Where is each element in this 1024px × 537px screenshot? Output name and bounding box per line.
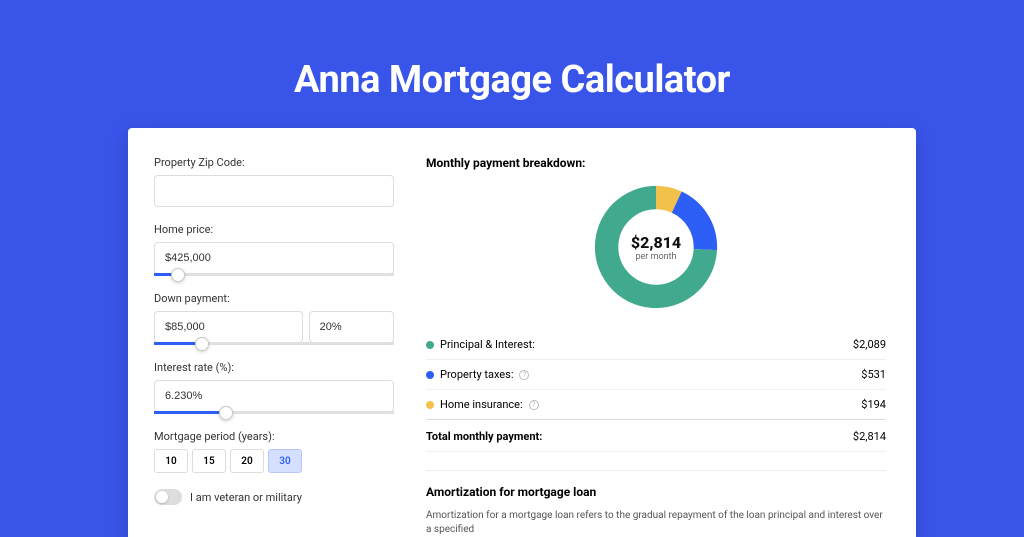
veteran-toggle[interactable] <box>154 489 182 505</box>
legend-row-principal: Principal & Interest: $2,089 <box>426 330 886 360</box>
inputs-column: Property Zip Code: Home price: Down paym… <box>154 156 394 537</box>
calculator-panel: Property Zip Code: Home price: Down paym… <box>128 128 916 537</box>
period-group: Mortgage period (years): 10152030 <box>154 430 394 473</box>
home-price-input[interactable] <box>154 242 394 274</box>
info-icon[interactable]: ? <box>519 370 529 380</box>
donut-wrap: $2,814 per month <box>426 182 886 312</box>
amortization-body: Amortization for a mortgage loan refers … <box>426 509 886 537</box>
zip-group: Property Zip Code: <box>154 156 394 207</box>
down-payment-slider[interactable] <box>154 342 394 345</box>
zip-label: Property Zip Code: <box>154 156 394 169</box>
total-row: Total monthly payment: $2,814 <box>426 419 886 452</box>
donut-amount: $2,814 <box>631 233 681 252</box>
period-option-20[interactable]: 20 <box>230 449 264 473</box>
legend-dot-principal <box>426 341 434 349</box>
legend-value-insurance: $194 <box>861 398 886 411</box>
amortization-section: Amortization for mortgage loan Amortizat… <box>426 470 886 537</box>
interest-group: Interest rate (%): <box>154 361 394 414</box>
down-payment-input[interactable] <box>154 311 303 343</box>
donut-sub: per month <box>635 252 676 262</box>
legend-label-principal: Principal & Interest: <box>440 338 535 351</box>
legend-dot-taxes <box>426 371 434 379</box>
amortization-title: Amortization for mortgage loan <box>426 485 886 499</box>
legend-label-taxes: Property taxes: <box>440 368 513 381</box>
period-label: Mortgage period (years): <box>154 430 394 443</box>
slider-thumb[interactable] <box>219 406 233 420</box>
legend-value-taxes: $531 <box>861 368 886 381</box>
veteran-label: I am veteran or military <box>190 491 302 504</box>
period-option-10[interactable]: 10 <box>154 449 188 473</box>
legend-value-principal: $2,089 <box>853 338 886 351</box>
legend-label-insurance: Home insurance: <box>440 398 523 411</box>
slider-thumb[interactable] <box>195 337 209 351</box>
period-option-30[interactable]: 30 <box>268 449 302 473</box>
breakdown-column: Monthly payment breakdown: $2,814 per mo… <box>426 156 886 537</box>
down-payment-group: Down payment: <box>154 292 394 345</box>
home-price-label: Home price: <box>154 223 394 236</box>
down-payment-label: Down payment: <box>154 292 394 305</box>
interest-label: Interest rate (%): <box>154 361 394 374</box>
period-option-15[interactable]: 15 <box>192 449 226 473</box>
slider-thumb[interactable] <box>171 268 185 282</box>
legend-row-taxes: Property taxes:? $531 <box>426 360 886 390</box>
total-label: Total monthly payment: <box>426 430 542 443</box>
home-price-group: Home price: <box>154 223 394 276</box>
legend-row-insurance: Home insurance:? $194 <box>426 390 886 419</box>
period-options: 10152030 <box>154 449 394 473</box>
legend-dot-insurance <box>426 401 434 409</box>
down-payment-pct-input[interactable] <box>309 311 394 343</box>
interest-slider[interactable] <box>154 411 394 414</box>
legend: Principal & Interest: $2,089 Property taxe… <box>426 330 886 419</box>
total-value: $2,814 <box>853 430 886 443</box>
info-icon[interactable]: ? <box>529 400 539 410</box>
donut-chart: $2,814 per month <box>591 182 721 312</box>
interest-input[interactable] <box>154 380 394 412</box>
home-price-slider[interactable] <box>154 273 394 276</box>
veteran-row: I am veteran or military <box>154 489 394 505</box>
breakdown-title: Monthly payment breakdown: <box>426 156 886 170</box>
page-title: Anna Mortgage Calculator <box>0 0 1024 102</box>
zip-input[interactable] <box>154 175 394 207</box>
